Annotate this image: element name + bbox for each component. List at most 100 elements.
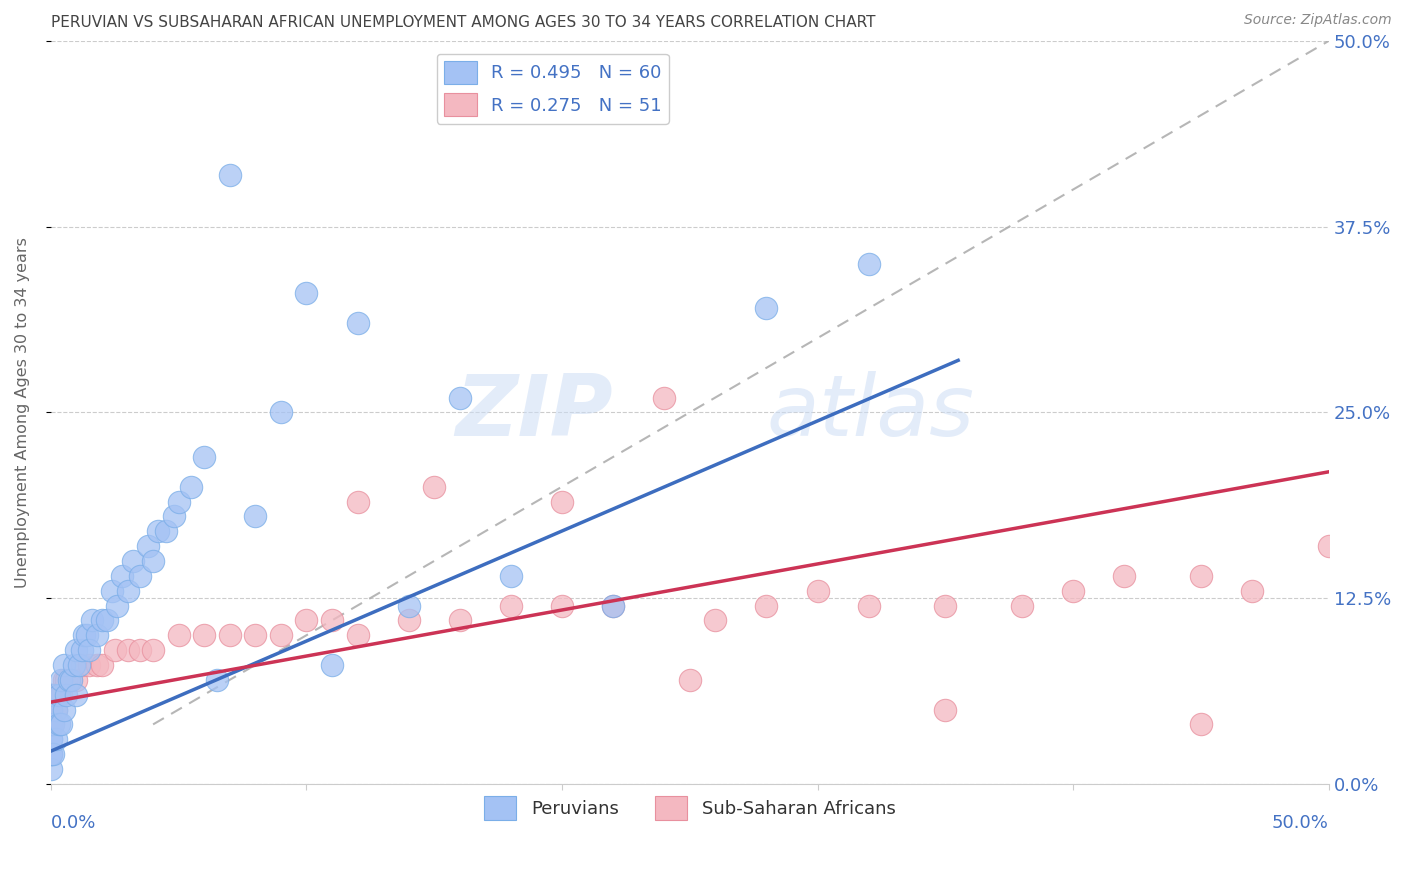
Point (270, 405, 292, 419)
Point (45, 732, 67, 747)
Point (77, 643, 100, 657)
Text: 0.0%: 0.0% (51, 814, 96, 832)
Point (295, 286, 318, 301)
Point (101, 583, 124, 598)
Point (67, 657, 90, 672)
Point (155, 524, 177, 539)
Point (52, 657, 75, 672)
Point (1011, 599, 1033, 613)
Point (679, 673, 702, 687)
Point (39, 732, 62, 747)
Point (193, 450, 215, 464)
Point (755, 301, 778, 316)
Point (48, 688, 70, 702)
Point (55, 673, 77, 687)
Point (398, 614, 420, 628)
Point (55, 688, 77, 702)
Point (65, 688, 87, 702)
Text: Source: ZipAtlas.com: Source: ZipAtlas.com (1244, 13, 1392, 28)
Point (111, 569, 134, 583)
Point (91, 657, 114, 672)
Point (1114, 569, 1136, 583)
Point (807, 583, 830, 598)
Point (142, 554, 165, 568)
Point (449, 614, 471, 628)
Point (39, 747, 62, 761)
Point (245, 509, 267, 524)
Point (551, 494, 574, 508)
Legend: Peruvians, Sub-Saharan Africans: Peruvians, Sub-Saharan Africans (477, 789, 903, 827)
Point (60, 673, 83, 687)
Point (270, 628, 292, 642)
Point (77, 657, 100, 672)
Point (704, 614, 727, 628)
Point (63, 657, 86, 672)
Point (602, 599, 624, 613)
Point (45, 702, 67, 716)
Point (39, 717, 62, 731)
Point (142, 643, 165, 657)
Point (499, 569, 522, 583)
Point (42, 747, 65, 761)
Point (65, 673, 87, 687)
Point (65, 643, 87, 657)
Point (1241, 583, 1264, 598)
Point (60, 673, 83, 687)
Y-axis label: Unemployment Among Ages 30 to 34 years: Unemployment Among Ages 30 to 34 years (15, 237, 30, 588)
Point (104, 643, 127, 657)
Point (295, 614, 318, 628)
Point (105, 599, 128, 613)
Point (70, 657, 93, 672)
Point (49, 688, 72, 702)
Point (76, 628, 98, 642)
Point (42, 688, 65, 702)
Point (218, 168, 240, 182)
Point (346, 494, 368, 508)
Point (245, 628, 267, 642)
Point (52, 673, 75, 687)
Point (86, 657, 108, 672)
Text: 50.0%: 50.0% (1272, 814, 1329, 832)
Point (858, 599, 880, 613)
Point (117, 643, 139, 657)
Point (129, 643, 152, 657)
Point (346, 316, 368, 330)
Point (39, 717, 62, 731)
Point (346, 628, 368, 642)
Point (96, 614, 118, 628)
Point (70, 643, 93, 657)
Point (167, 494, 190, 508)
Point (180, 480, 202, 494)
Point (39, 747, 62, 761)
Point (42, 717, 65, 731)
Point (1189, 569, 1212, 583)
Point (42, 717, 65, 731)
Point (398, 599, 420, 613)
Text: atlas: atlas (766, 371, 974, 454)
Point (858, 257, 880, 271)
Point (39, 702, 62, 716)
Point (49, 717, 72, 731)
Point (321, 614, 343, 628)
Point (755, 599, 778, 613)
Point (80, 614, 103, 628)
Point (934, 702, 956, 716)
Point (52, 702, 75, 716)
Point (321, 657, 343, 672)
Point (1189, 717, 1212, 731)
Point (1062, 583, 1084, 598)
Point (193, 628, 215, 642)
Point (602, 599, 624, 613)
Point (934, 599, 956, 613)
Point (48, 717, 70, 731)
Point (39, 732, 62, 747)
Point (49, 673, 72, 687)
Point (39, 688, 62, 702)
Point (129, 569, 152, 583)
Point (205, 673, 228, 687)
Point (162, 509, 184, 524)
Point (218, 628, 240, 642)
Text: PERUVIAN VS SUBSAHARAN AFRICAN UNEMPLOYMENT AMONG AGES 30 TO 34 YEARS CORRELATIO: PERUVIAN VS SUBSAHARAN AFRICAN UNEMPLOYM… (51, 15, 876, 30)
Point (42, 688, 65, 702)
Point (58, 673, 80, 687)
